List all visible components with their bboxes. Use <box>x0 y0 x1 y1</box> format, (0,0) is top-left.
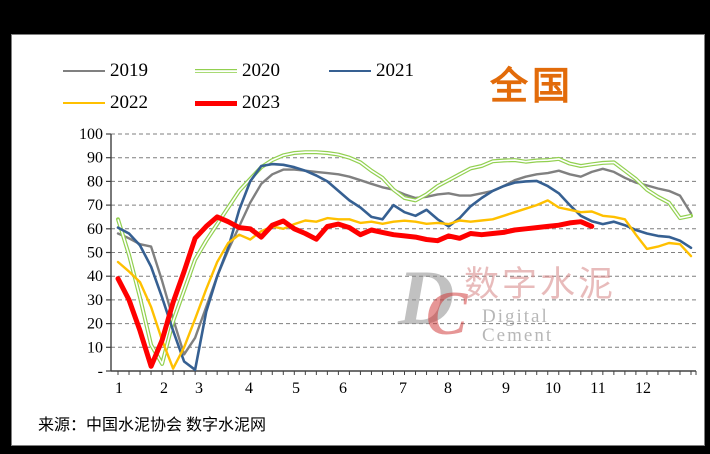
legend-item-2020[interactable]: 2020 <box>195 60 280 82</box>
svg-text:5: 5 <box>292 380 300 397</box>
svg-text:40: 40 <box>87 268 103 285</box>
legend-label-2022: 2022 <box>110 92 148 113</box>
legend-swatch-2021 <box>329 69 371 73</box>
legend-item-2021[interactable]: 2021 <box>329 60 414 82</box>
legend-swatch-2019 <box>63 69 105 73</box>
chart-title: 全国 <box>490 66 575 108</box>
legend-label-2023: 2023 <box>242 92 280 113</box>
svg-text:11: 11 <box>590 380 605 397</box>
svg-text:80: 80 <box>87 173 103 190</box>
legend-swatch-2020 <box>195 69 237 73</box>
svg-text:6: 6 <box>339 380 347 397</box>
svg-text:4: 4 <box>245 380 253 397</box>
svg-text:3: 3 <box>195 380 203 397</box>
legend-item-2022[interactable]: 2022 <box>63 92 148 114</box>
svg-text:1: 1 <box>115 380 123 397</box>
legend-label-2019: 2019 <box>110 60 148 81</box>
svg-text:-: - <box>98 363 103 380</box>
legend-item-2019[interactable]: 2019 <box>63 60 148 82</box>
svg-text:9: 9 <box>502 380 510 397</box>
svg-text:8: 8 <box>444 380 452 397</box>
svg-text:10: 10 <box>87 339 103 356</box>
svg-text:90: 90 <box>87 150 103 167</box>
svg-text:50: 50 <box>87 245 103 262</box>
svg-text:70: 70 <box>87 197 103 214</box>
legend-item-2023[interactable]: 2023 <box>195 92 280 114</box>
svg-text:2: 2 <box>160 380 168 397</box>
svg-text:10: 10 <box>545 380 561 397</box>
svg-text:12: 12 <box>635 380 651 397</box>
legend-label-2020: 2020 <box>242 60 280 81</box>
legend-label-2021: 2021 <box>376 60 414 81</box>
chart-panel: 2019 2020 2021 2022 2023 全国 100 90 80 70 60 5… <box>11 34 705 446</box>
svg-text:60: 60 <box>87 221 103 238</box>
legend-swatch-2023 <box>195 100 237 106</box>
legend-swatch-2022 <box>63 101 105 105</box>
svg-text:20: 20 <box>87 316 103 333</box>
svg-text:100: 100 <box>79 126 103 143</box>
source-text: 来源：中国水泥协会 数字水泥网 <box>38 417 267 434</box>
svg-text:30: 30 <box>87 292 103 309</box>
svg-text:7: 7 <box>399 380 407 397</box>
